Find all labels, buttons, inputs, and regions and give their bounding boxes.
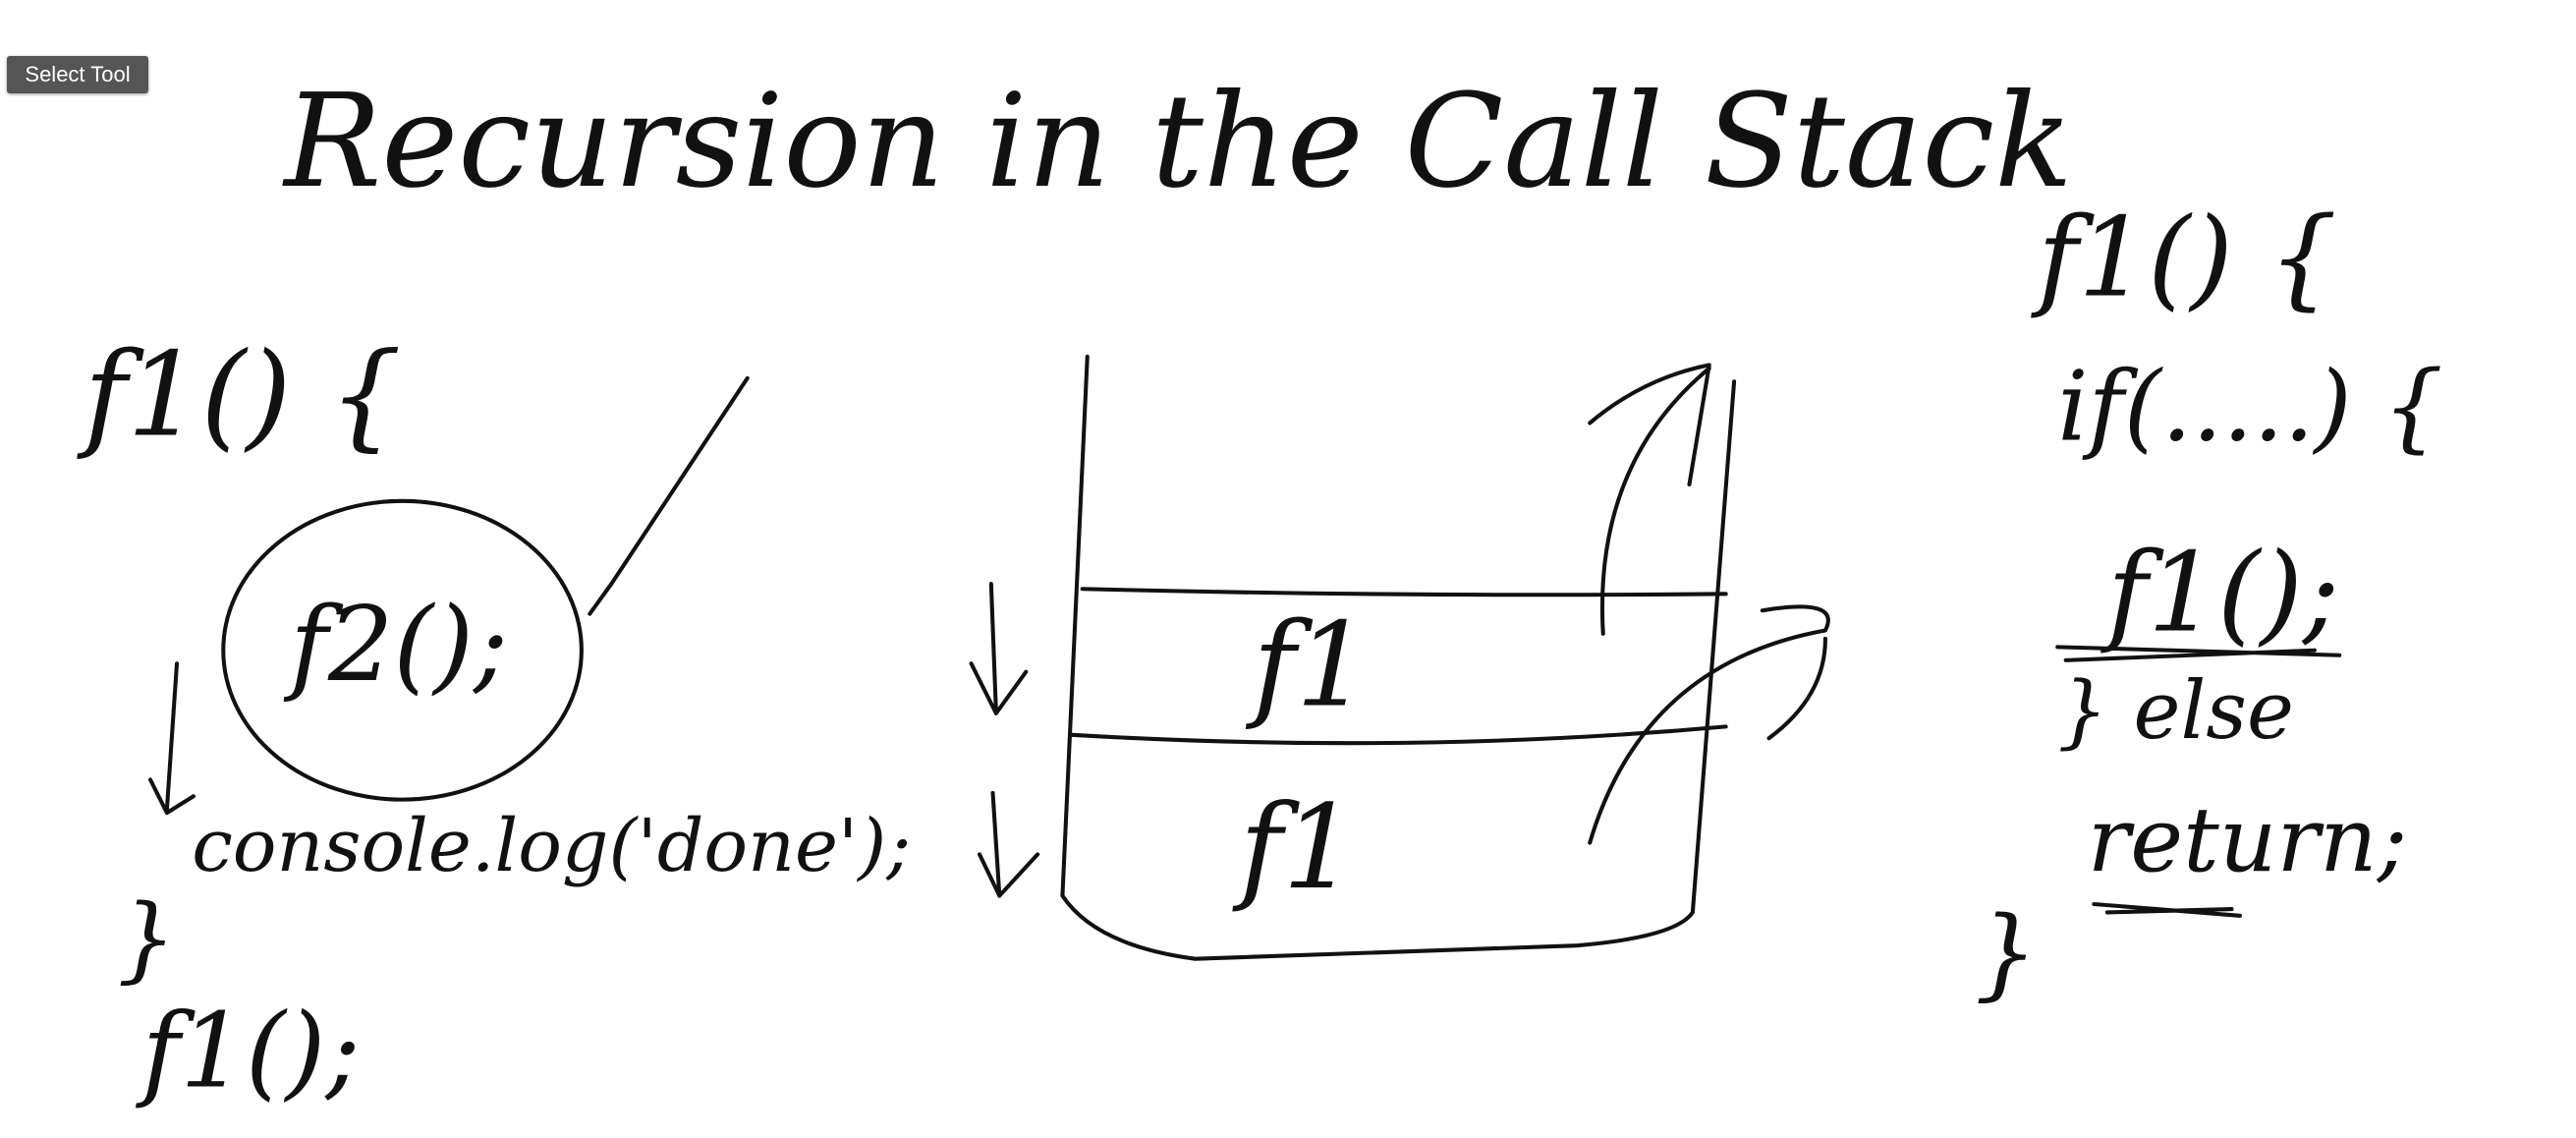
code-line: f1() { (76, 326, 402, 462)
code-line: f1(); (2100, 530, 2340, 656)
scribble (2092, 901, 2242, 918)
arrow-down (969, 582, 1029, 715)
code-line: return; (2088, 788, 2408, 892)
code-line: } else (2057, 665, 2294, 758)
checkmark (588, 375, 750, 616)
code-line: f1(); (136, 992, 361, 1111)
scribble (2055, 645, 2342, 662)
title: Recursion in the Call Stack (282, 67, 2073, 217)
code-line: console.log('done'); (192, 803, 911, 888)
code-line: f2(); (283, 585, 508, 705)
stack-outline (1060, 354, 1737, 961)
circle-annotation (221, 498, 584, 802)
code-line: } (117, 885, 176, 994)
push-arrow (1588, 604, 1830, 845)
pop-arrow (1588, 363, 1711, 636)
code-line: } (1975, 894, 2038, 1010)
arrow-down (977, 790, 1040, 898)
arrow-down (147, 661, 196, 816)
stack-divider (1080, 587, 1728, 597)
code-line: f1() { (2031, 195, 2337, 321)
stack-divider (1070, 724, 1728, 746)
code-line: if(.....) { (2057, 351, 2443, 463)
stack-frame: f1 (1232, 779, 1357, 915)
select-tool-button[interactable]: Select Tool (7, 56, 148, 93)
stack-frame: f1 (1245, 597, 1370, 732)
